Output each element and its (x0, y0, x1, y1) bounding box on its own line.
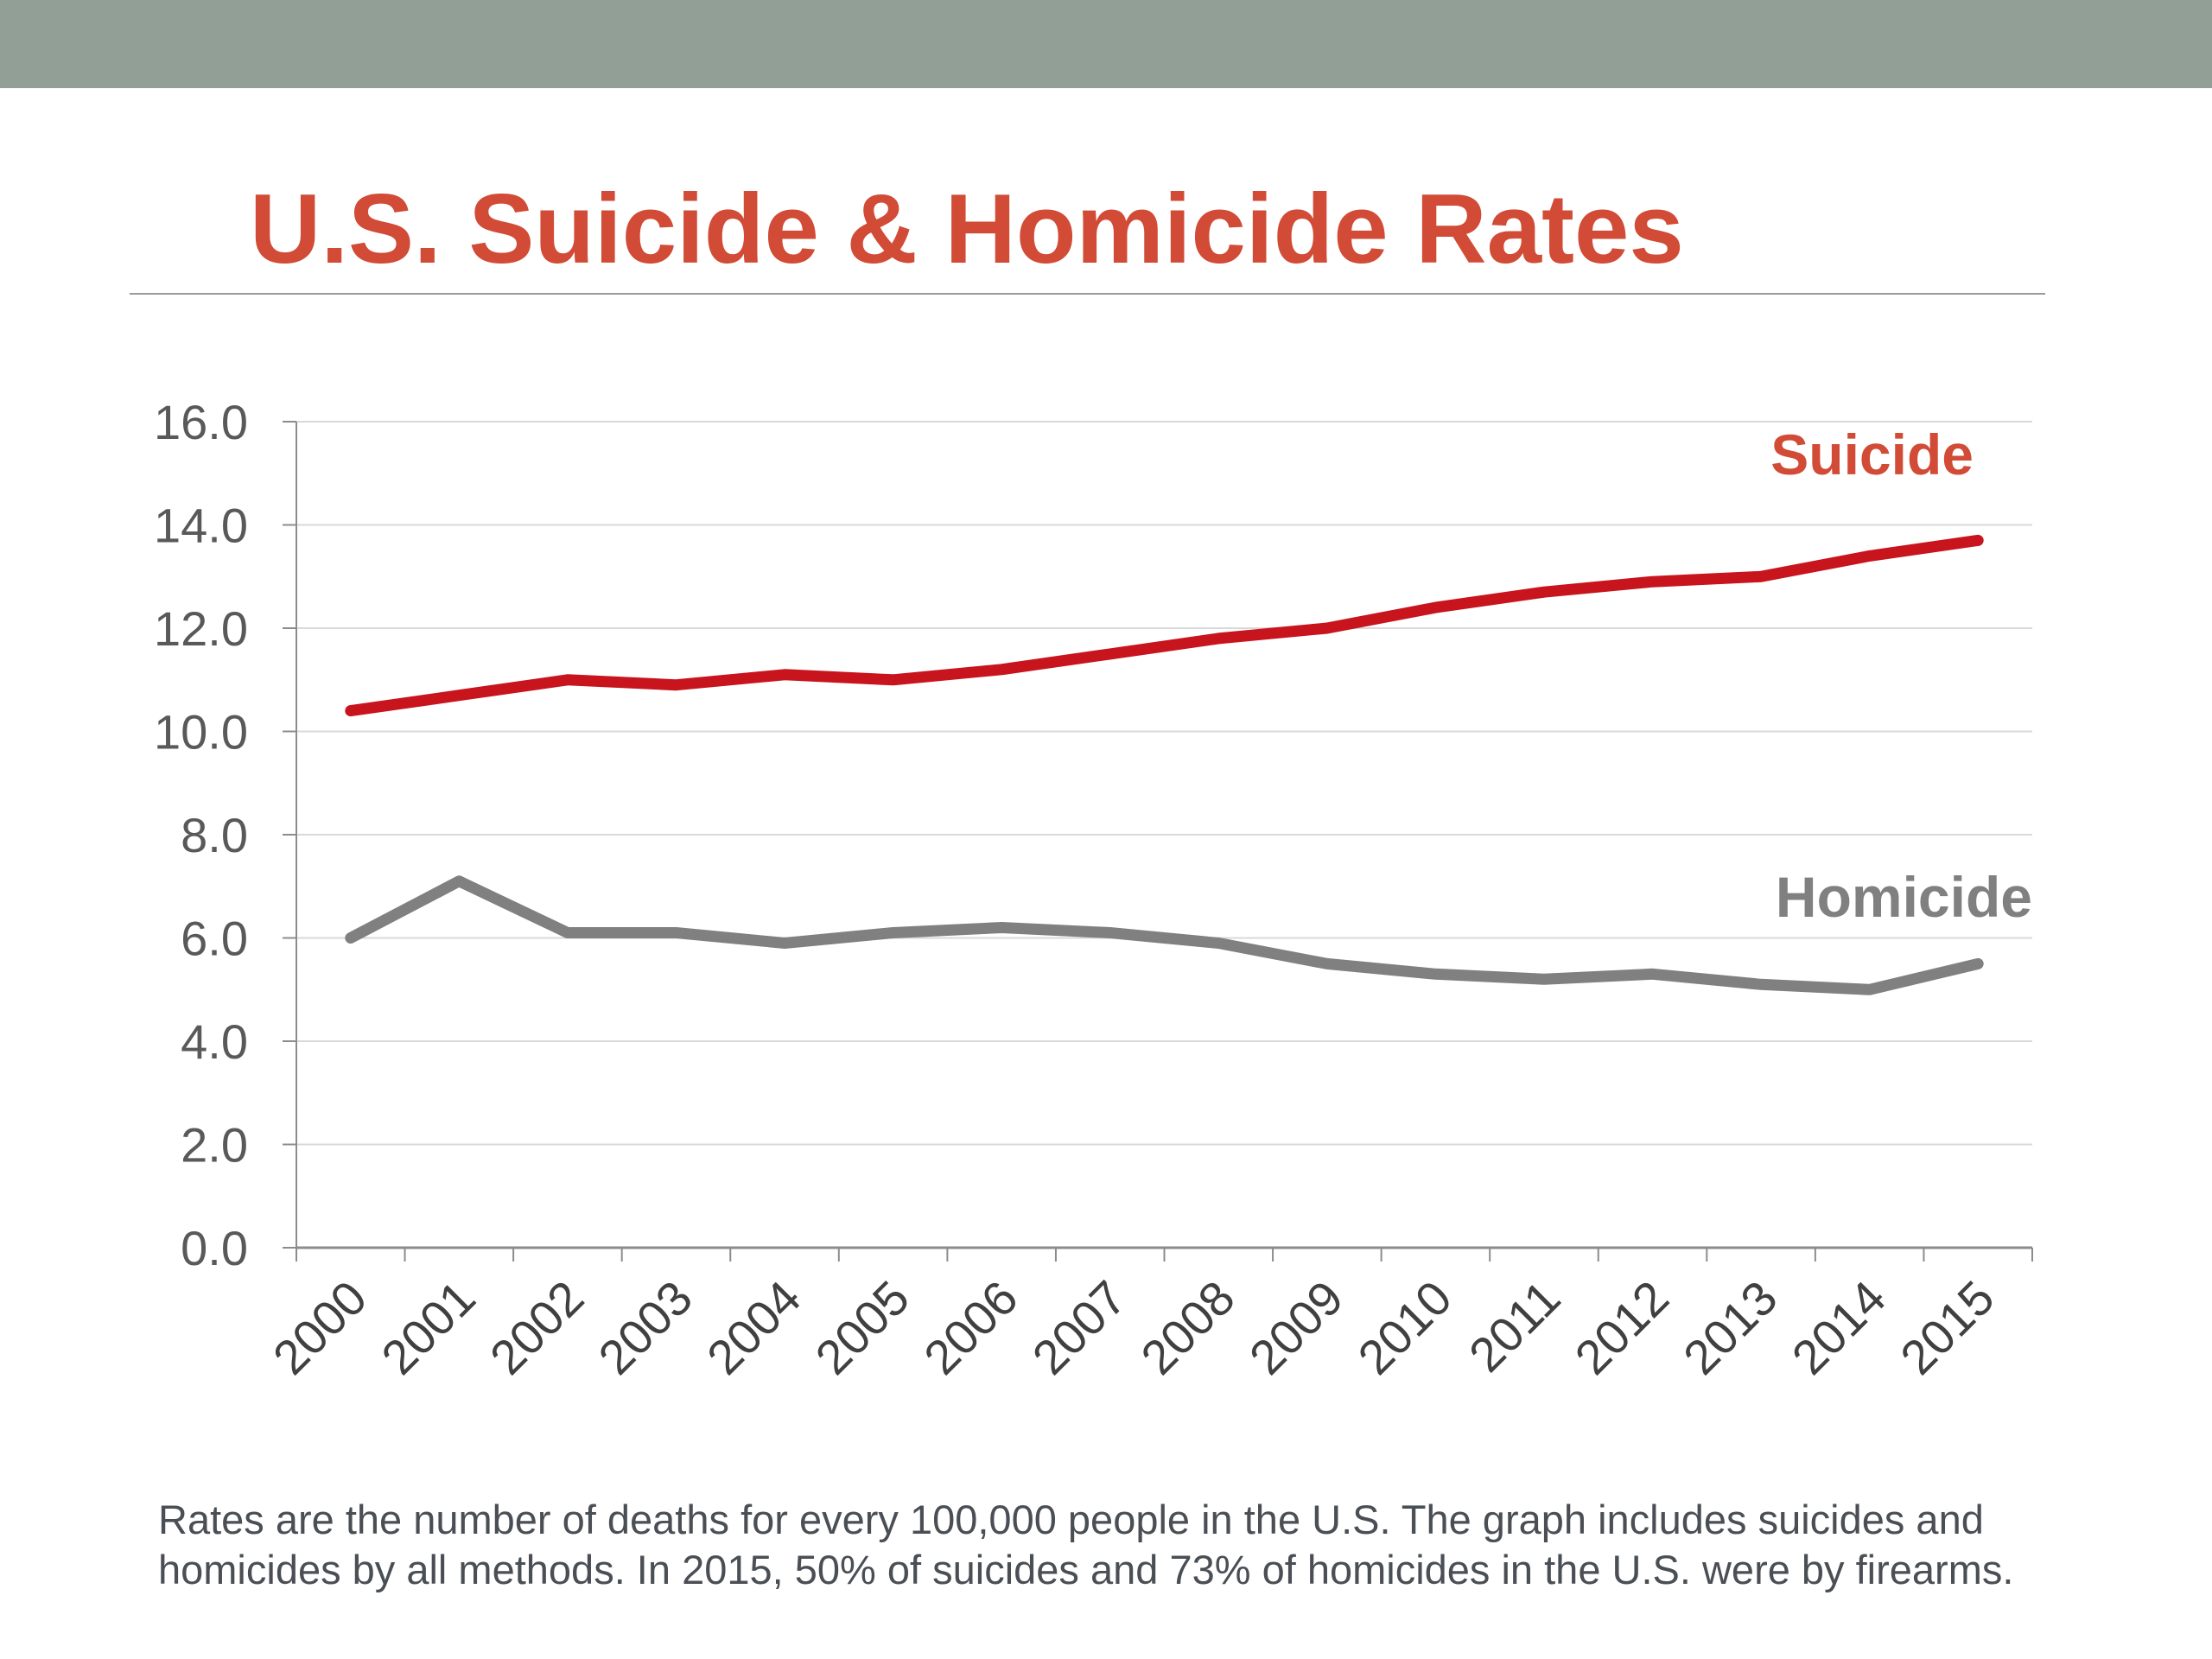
x-tick-label: 2004 (696, 1270, 811, 1385)
x-tick-label: 2008 (1130, 1270, 1245, 1385)
series-label-homicide: Homicide (1776, 865, 2032, 929)
y-tick-label: 12.0 (154, 601, 248, 656)
series-labels: Suicide Homicide (1770, 423, 2032, 929)
data-point-suicide (1975, 537, 1980, 543)
x-tick-label: 2012 (1564, 1270, 1679, 1385)
data-point-suicide (1867, 553, 1872, 558)
line-chart: 0.0 2.0 4.0 6.0 8.0 10.0 12.0 14.0 16.0 20002001… (154, 395, 2033, 1385)
y-tick-label: 8.0 (181, 808, 248, 862)
data-point-homicide (673, 931, 678, 936)
y-tick-label: 10.0 (154, 705, 248, 760)
data-point-homicide (1541, 976, 1547, 982)
x-tick-label: 2005 (804, 1270, 919, 1385)
x-tick-label: 2007 (1022, 1270, 1137, 1385)
y-tick-label: 6.0 (181, 912, 248, 966)
x-tick-label: 2002 (480, 1270, 594, 1385)
data-point-homicide (782, 940, 787, 945)
series-line-suicide (345, 534, 1984, 717)
x-tick-label: 2000 (263, 1270, 378, 1385)
y-tick-labels: 0.0 2.0 4.0 6.0 8.0 10.0 12.0 14.0 16.0 (154, 395, 248, 1275)
gridlines (296, 421, 2032, 1146)
y-tick-label: 0.0 (181, 1221, 248, 1275)
data-point-suicide (782, 672, 787, 677)
caption-line-1: Rates are the number of deaths for every… (158, 1497, 1984, 1542)
data-point-suicide (1650, 579, 1656, 584)
top-banner-bar (0, 0, 2212, 88)
data-point-suicide (673, 683, 678, 688)
x-tick-label: 2010 (1347, 1270, 1462, 1385)
title-divider (130, 293, 2045, 295)
data-point-suicide (1758, 574, 1764, 579)
data-point-suicide (1216, 636, 1221, 641)
data-point-homicide (1650, 971, 1656, 976)
x-tick-labels: 2000200120022003200420052006200720082009… (263, 1270, 2005, 1385)
data-point-suicide (456, 693, 461, 698)
y-tick-label: 4.0 (181, 1014, 248, 1069)
data-point-homicide (1433, 971, 1438, 976)
x-tick-label: 2009 (1239, 1270, 1354, 1385)
data-point-homicide (1758, 982, 1764, 987)
data-point-suicide (1541, 589, 1547, 594)
y-tick-label: 16.0 (154, 395, 248, 449)
slide-title: U.S. Suicide & Homicide Rates (250, 175, 1684, 284)
data-point-suicide (1325, 626, 1330, 631)
series-line-homicide (345, 875, 1984, 995)
data-point-suicide (565, 677, 570, 683)
data-point-homicide (891, 931, 896, 936)
x-tick-label: 2015 (1890, 1270, 2005, 1385)
data-point-homicide (456, 879, 461, 884)
series-lines (345, 534, 1984, 995)
caption: Rates are the number of deaths for every… (158, 1495, 2171, 1595)
x-tick-label: 2011 (1459, 1270, 1571, 1382)
x-tick-label: 2003 (588, 1270, 702, 1385)
series-label-suicide: Suicide (1770, 423, 1974, 486)
data-point-suicide (1433, 605, 1438, 610)
y-tick-label: 14.0 (154, 499, 248, 553)
x-tick-label: 2006 (913, 1270, 1028, 1385)
data-point-suicide (891, 677, 896, 683)
data-point-homicide (1975, 961, 1980, 966)
data-point-homicide (1216, 940, 1221, 945)
data-point-homicide (1325, 961, 1330, 966)
data-point-homicide (1108, 931, 1113, 936)
x-tick-label: 2013 (1673, 1270, 1788, 1385)
data-point-homicide (565, 931, 570, 936)
data-point-suicide (1108, 652, 1113, 657)
x-tick-label: 2001 (371, 1270, 486, 1385)
caption-line-2: homicides by all methods. In 2015, 50% o… (158, 1547, 2014, 1592)
y-tick-label: 2.0 (181, 1118, 248, 1173)
data-point-homicide (999, 925, 1004, 931)
data-point-homicide (1867, 987, 1872, 992)
data-point-suicide (999, 667, 1004, 672)
x-tick-label: 2014 (1782, 1270, 1897, 1385)
axes (283, 421, 2033, 1262)
data-point-suicide (348, 709, 353, 714)
data-point-homicide (348, 936, 353, 941)
